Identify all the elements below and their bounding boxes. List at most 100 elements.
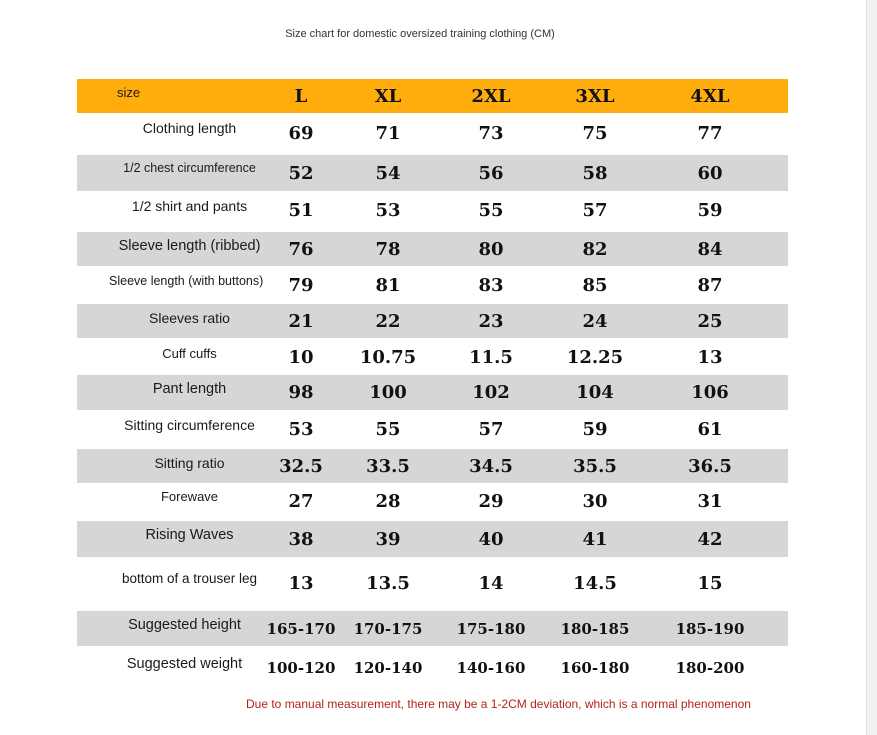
header-size-4xl: 4XL [690,85,730,107]
row-value: 59 [582,418,608,440]
row-value: 100 [369,382,407,403]
row-value: 35.5 [573,455,617,477]
row-value: 165-170 [266,619,336,638]
row-value: 98 [288,382,314,403]
row-label: bottom of a trouser leg [121,571,258,586]
row-value: 10 [288,346,314,368]
row-value: 73 [478,122,504,144]
row-value: 120-140 [353,659,423,677]
table-row: Sitting ratio 32.5 33.5 34.5 35.5 36.5 [77,449,788,483]
row-value: 22 [375,310,401,332]
row-value: 23 [478,310,504,332]
row-value: 59 [697,200,723,221]
table-row: Rising Waves 38 39 40 41 42 [77,521,788,557]
row-value: 69 [288,122,314,144]
row-label: Sleeves ratio [149,310,230,326]
row-value: 21 [288,310,314,332]
row-value: 40 [478,528,504,550]
row-label: Sleeve length (ribbed) [118,238,261,254]
row-value: 14.5 [573,572,617,594]
row-value: 78 [375,238,401,260]
row-value: 13.5 [366,572,410,594]
row-value: 10.75 [359,346,417,368]
row-value: 41 [582,528,608,550]
row-value: 42 [697,528,723,550]
row-value: 77 [697,122,723,144]
row-value: 55 [478,200,504,221]
row-value: 55 [375,418,401,440]
table-row: Sleeve length (ribbed) 76 78 80 82 84 [77,232,788,266]
row-value: 85 [582,275,608,296]
row-label: Cuff cuffs [162,346,217,361]
measurement-footnote: Due to manual measurement, there may be … [246,697,751,711]
table-row: Clothing length 69 71 73 75 77 [77,114,788,152]
row-value: 53 [375,200,401,221]
header-size-3xl: 3XL [575,85,615,107]
row-value: 24 [582,310,608,332]
row-value: 71 [375,122,401,144]
row-value: 87 [697,275,723,296]
row-value: 75 [582,122,608,144]
row-value: 185-190 [675,619,745,638]
row-value: 160-180 [560,659,630,677]
header-row: size L XL 2XL 3XL 4XL [77,79,788,113]
row-value: 102 [472,382,510,403]
row-value: 84 [697,238,723,260]
row-value: 31 [697,491,723,512]
row-label: Suggested height [128,617,241,633]
row-value: 57 [582,200,608,221]
table-row: Forewave 27 28 29 30 31 [77,483,788,520]
row-value: 58 [582,162,608,184]
row-value: 83 [478,275,504,296]
row-label: Suggested weight [126,656,243,672]
header-size-l: L [294,85,308,107]
row-value: 25 [697,310,723,332]
row-value: 28 [375,491,401,512]
row-value: 51 [288,200,314,221]
row-value: 170-175 [353,619,423,638]
row-label: Sitting circumference [124,417,255,433]
row-value: 14 [478,572,504,594]
row-label: 1/2 shirt and pants [131,198,248,214]
row-value: 80 [478,238,504,260]
table-row: 1/2 shirt and pants 51 53 55 57 59 [77,192,788,229]
row-value: 100-120 [266,659,336,677]
table-row: Suggested weight 100-120 120-140 140-160 160… [77,650,788,686]
row-value: 30 [582,491,608,512]
row-value: 175-180 [456,619,526,638]
row-value: 60 [697,162,723,184]
row-value: 57 [478,418,504,440]
row-label: Rising Waves [145,527,234,543]
header-size-label: size [117,85,141,100]
row-value: 56 [478,162,504,184]
table-row: 1/2 chest circumference 52 54 56 58 60 [77,155,788,191]
table-row: Pant length 98 100 102 104 106 [77,375,788,410]
row-value: 180-185 [560,619,630,638]
table-row: Sitting circumference 53 55 57 59 61 [77,411,788,447]
table-row: Sleeve length (with buttons) 79 81 83 85 87 [77,268,788,303]
row-label: Sitting ratio [154,455,225,471]
chart-title: Size chart for domestic oversized traini… [285,28,555,40]
row-value: 61 [697,418,723,440]
table-row: Sleeves ratio 21 22 23 24 25 [77,304,788,338]
row-label: Forewave [160,489,219,504]
row-value: 76 [288,238,314,260]
row-value: 140-160 [456,659,526,677]
row-value: 106 [691,382,729,403]
row-value: 29 [478,491,504,512]
row-value: 33.5 [366,455,410,477]
row-value: 180-200 [675,659,745,677]
row-value: 32.5 [279,455,323,477]
row-value: 53 [288,418,314,440]
row-value: 52 [288,162,314,184]
row-value: 79 [288,275,314,296]
row-value: 27 [288,491,314,512]
row-label: 1/2 chest circumference [123,161,256,175]
row-value: 81 [375,275,401,296]
row-value: 104 [576,382,614,403]
table-row: bottom of a trouser leg 13 13.5 14 14.5 15 [77,563,788,603]
page-edge-strip [866,0,877,735]
header-size-2xl: 2XL [471,85,511,107]
row-value: 15 [697,572,723,594]
row-value: 13 [697,346,723,368]
